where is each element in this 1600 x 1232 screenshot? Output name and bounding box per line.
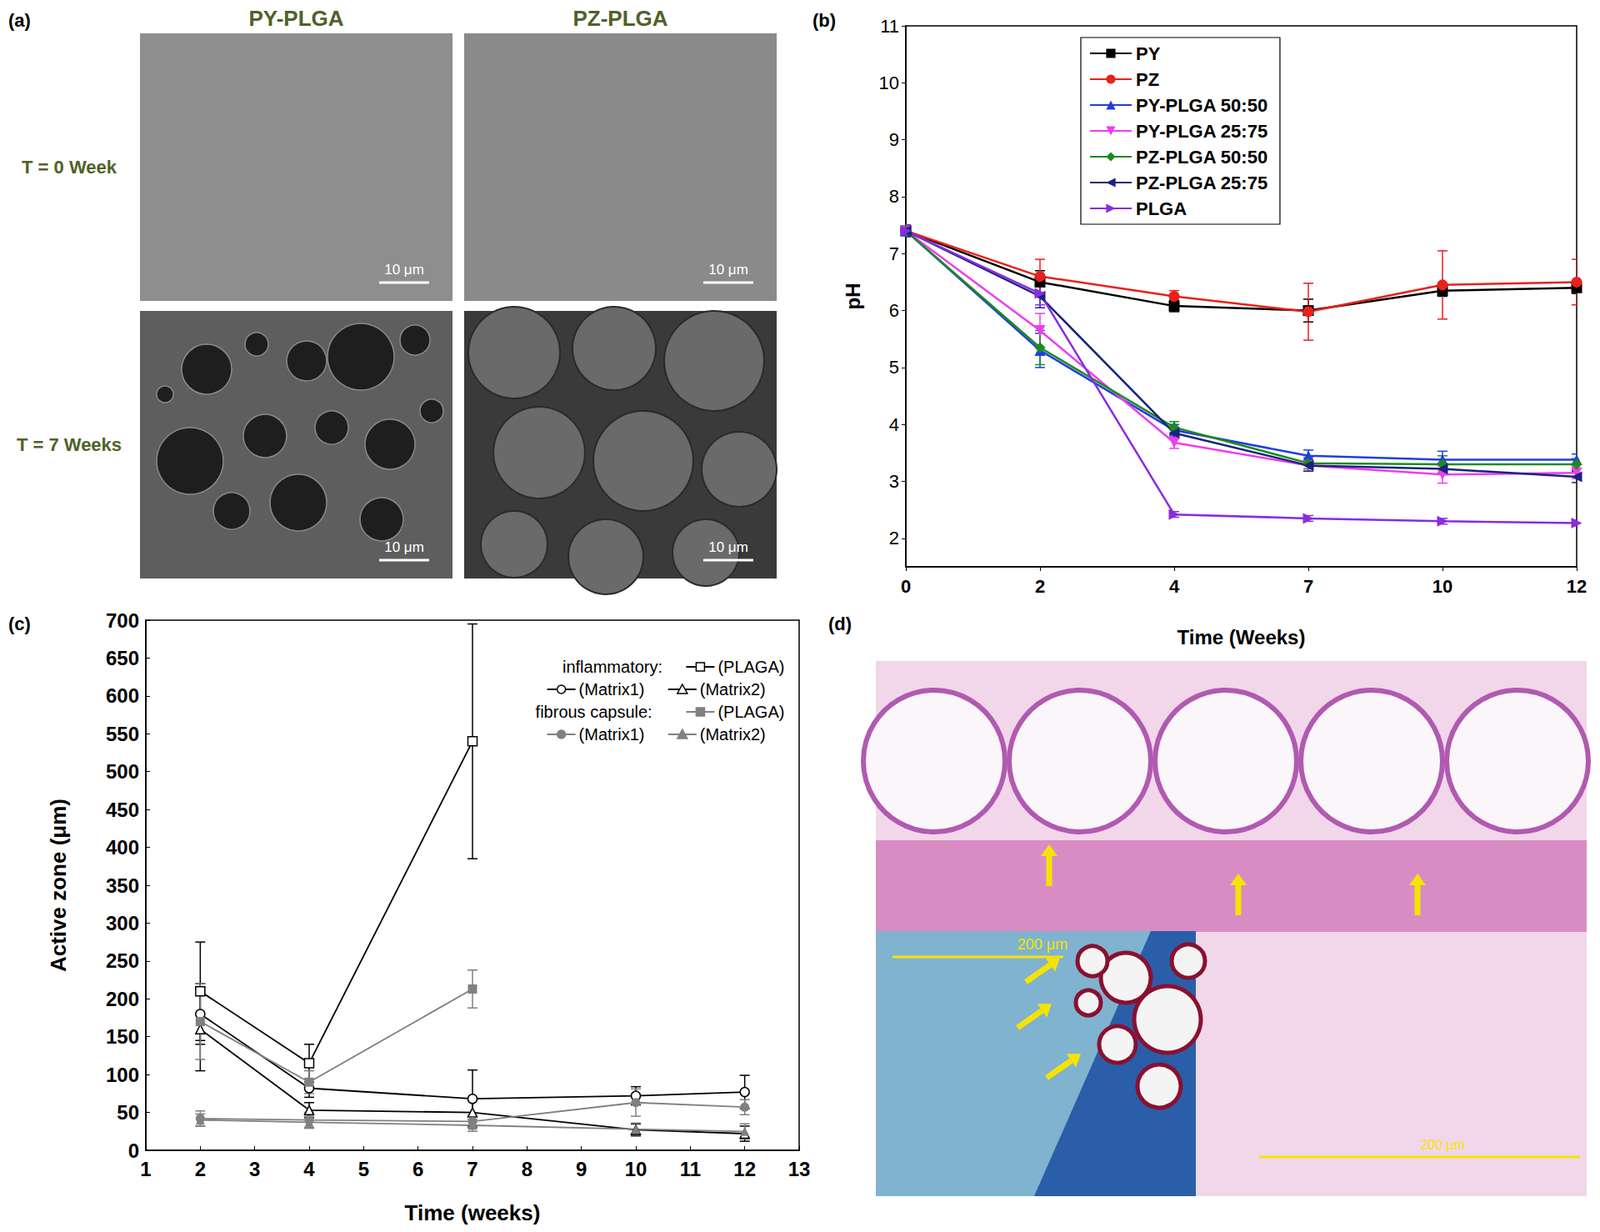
svg-text:50: 50: [116, 1100, 140, 1124]
svg-text:0: 0: [128, 1139, 140, 1162]
svg-text:200 μm: 200 μm: [1420, 1137, 1465, 1152]
svg-text:9: 9: [889, 129, 900, 150]
svg-text:4: 4: [303, 1157, 315, 1180]
svg-text:(Matrix2): (Matrix2): [700, 680, 766, 699]
svg-text:(d): (d): [828, 613, 852, 635]
svg-text:3: 3: [889, 470, 900, 492]
svg-text:200 μm: 200 μm: [1017, 935, 1068, 953]
svg-text:6: 6: [412, 1157, 424, 1180]
svg-text:(c): (c): [8, 613, 31, 635]
svg-text:inflammatory:: inflammatory:: [562, 657, 663, 676]
svg-text:300: 300: [105, 911, 140, 935]
svg-text:(Matrix2): (Matrix2): [700, 725, 766, 744]
svg-text:10 μm: 10 μm: [708, 261, 749, 278]
svg-text:3: 3: [249, 1157, 260, 1180]
svg-text:250: 250: [105, 949, 140, 972]
svg-text:2: 2: [1035, 575, 1045, 597]
svg-text:pH: pH: [841, 283, 865, 310]
svg-text:(a): (a): [8, 10, 31, 31]
svg-text:12: 12: [733, 1157, 756, 1180]
svg-text:1: 1: [140, 1157, 151, 1180]
svg-text:500: 500: [105, 760, 140, 783]
svg-text:PZ-PLGA 50:50: PZ-PLGA 50:50: [1135, 146, 1268, 168]
svg-text:8: 8: [521, 1157, 533, 1180]
svg-text:PZ: PZ: [1135, 69, 1160, 90]
svg-text:0: 0: [900, 575, 911, 597]
svg-text:(PLAGA): (PLAGA): [717, 657, 785, 676]
svg-text:700: 700: [105, 609, 140, 632]
svg-text:PY-PLGA 25:75: PY-PLGA 25:75: [1135, 120, 1268, 142]
svg-text:400: 400: [105, 835, 140, 859]
svg-text:Time (Weeks): Time (Weeks): [1177, 625, 1306, 649]
svg-text:T = 0 Week: T = 0 Week: [21, 156, 118, 178]
svg-text:(PLAGA): (PLAGA): [717, 702, 785, 721]
svg-text:6: 6: [889, 300, 900, 321]
svg-text:12: 12: [1566, 575, 1587, 597]
svg-text:350: 350: [105, 874, 140, 897]
svg-text:10 μm: 10 μm: [384, 261, 425, 278]
svg-text:9: 9: [575, 1157, 587, 1180]
svg-text:11: 11: [880, 15, 900, 37]
svg-text:10: 10: [879, 72, 900, 94]
svg-text:10: 10: [625, 1157, 648, 1180]
svg-text:550: 550: [105, 722, 140, 745]
svg-text:(Matrix1): (Matrix1): [579, 725, 645, 744]
svg-text:8: 8: [889, 185, 900, 207]
svg-text:4: 4: [1169, 575, 1180, 597]
svg-text:200: 200: [105, 987, 140, 1010]
svg-text:100: 100: [105, 1063, 140, 1086]
svg-text:PY: PY: [1135, 43, 1161, 65]
svg-text:2: 2: [889, 527, 900, 549]
svg-text:Time (weeks): Time (weeks): [405, 1200, 541, 1225]
svg-text:450: 450: [105, 798, 140, 821]
svg-text:650: 650: [105, 646, 140, 670]
svg-text:fibrous capsule:: fibrous capsule:: [535, 702, 653, 721]
svg-text:150: 150: [105, 1025, 140, 1048]
svg-text:10: 10: [1432, 575, 1453, 597]
svg-text:10 μm: 10 μm: [384, 539, 425, 555]
svg-text:PZ-PLGA 25:75: PZ-PLGA 25:75: [1135, 172, 1268, 194]
svg-text:(b): (b): [812, 10, 836, 31]
svg-text:2: 2: [195, 1157, 206, 1180]
svg-text:11: 11: [680, 1157, 701, 1180]
svg-text:7: 7: [1303, 575, 1314, 597]
svg-text:5: 5: [358, 1157, 370, 1180]
svg-text:PY-PLGA: PY-PLGA: [248, 5, 344, 31]
svg-text:5: 5: [889, 356, 900, 378]
svg-text:4: 4: [889, 414, 900, 435]
svg-text:600: 600: [105, 684, 140, 707]
svg-text:7: 7: [889, 243, 900, 265]
svg-text:10 μm: 10 μm: [708, 539, 749, 555]
svg-text:T = 7 Weeks: T = 7 Weeks: [16, 434, 122, 455]
svg-text:PY-PLGA 50:50: PY-PLGA 50:50: [1135, 95, 1268, 116]
svg-text:13: 13: [788, 1157, 811, 1180]
svg-text:7: 7: [466, 1157, 478, 1180]
svg-text:PLGA: PLGA: [1135, 198, 1187, 220]
svg-text:PZ-PLGA: PZ-PLGA: [572, 5, 668, 31]
svg-text:(Matrix1): (Matrix1): [579, 680, 645, 699]
svg-text:Active zone (μm): Active zone (μm): [45, 798, 71, 972]
